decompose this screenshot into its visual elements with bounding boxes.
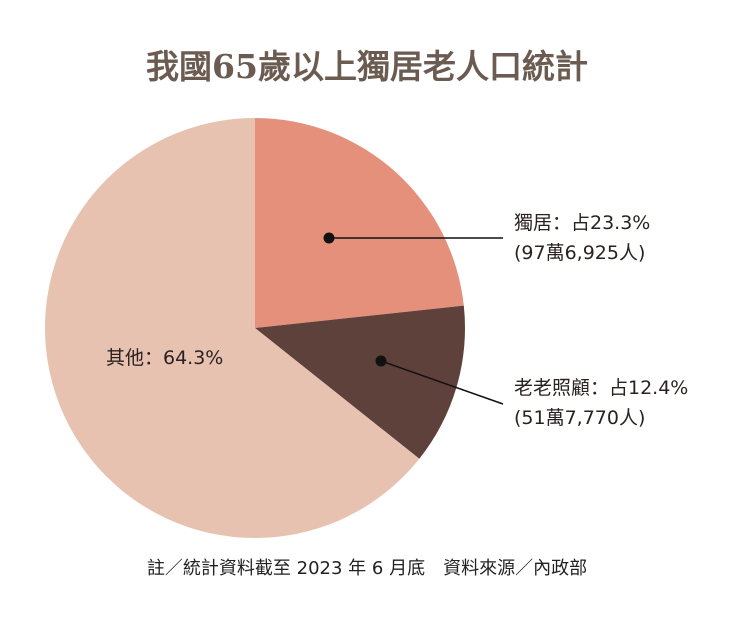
slice-solo [255,118,464,328]
label-elder-care: 老老照顧：占12.4% (51萬7,770人) [514,373,688,433]
leader-dot [323,232,335,244]
label-other: 其他：64.3% [106,347,224,369]
leader-line [380,360,504,405]
label-elder-care-text: 老老照顧：占12.4% [514,377,689,399]
leader-dot [375,355,387,367]
label-solo: 獨居：占23.3% (97萬6,925人) [514,208,650,268]
slice-elder-care [255,305,465,459]
slice-other [45,118,420,538]
label-elder-care-sub: (51萬7,770人) [514,407,646,429]
label-solo-text: 獨居：占23.3% [514,212,651,234]
label-solo-sub: (97萬6,925人) [514,242,646,264]
chart-title: 我國65歲以上獨居老人口統計 [146,47,588,86]
footnote: 註／統計資料截至 2023 年 6 月底 資料來源／內政部 [146,558,588,579]
